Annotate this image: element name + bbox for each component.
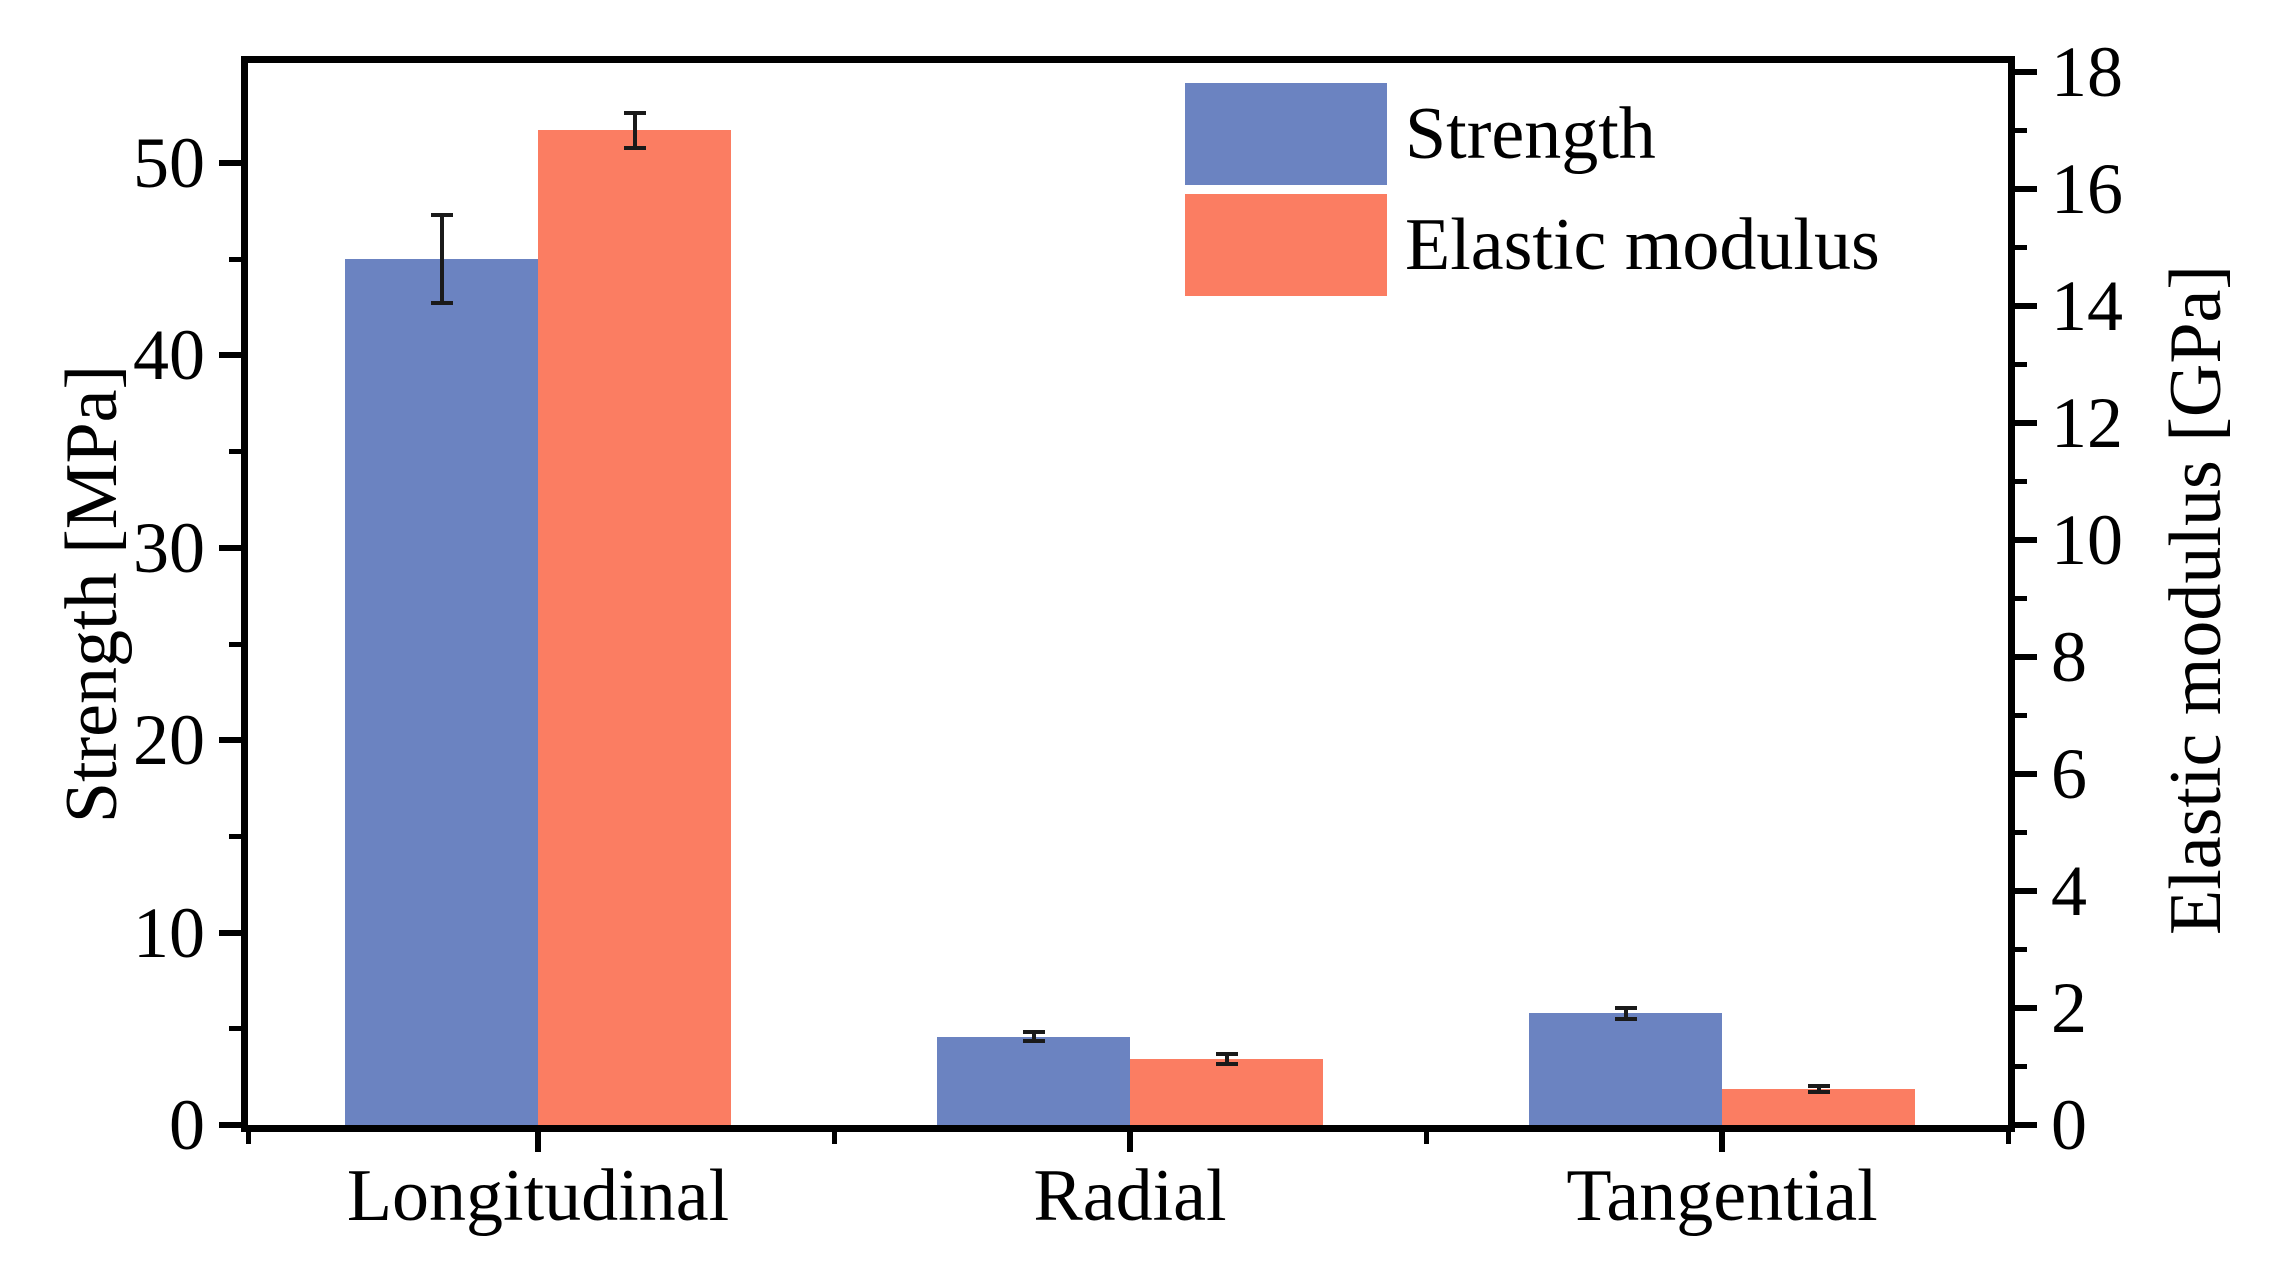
error-bar-cap [1614,1005,1637,1010]
error-bar-cap [1614,1017,1637,1022]
plot-area [241,56,2015,1132]
right-axis-minor-tick [2015,478,2027,484]
legend-label: Strength [1405,93,1656,175]
right-axis-minor-tick [2015,244,2027,250]
right-axis-major-tick [2015,536,2037,543]
x-axis-category-tick [1719,1132,1725,1152]
error-bar-cap [1215,1061,1238,1066]
right-axis-tick-label: 4 [2051,850,2087,931]
left-axis-tick-label: 50 [133,123,205,204]
x-axis-minor-tick [245,1132,251,1144]
category-label: Tangential [1566,1155,1878,1237]
error-bar-cap [1215,1052,1238,1057]
x-axis-minor-tick [831,1132,837,1144]
right-axis-minor-tick [2015,1063,2027,1069]
bar-strength-tangential [1529,1013,1722,1125]
x-axis-category-tick [535,1132,541,1152]
right-axis-tick-label: 2 [2051,967,2087,1048]
right-axis-major-tick [2015,302,2037,309]
x-axis-category-tick [1127,1132,1133,1152]
left-axis-minor-tick [229,641,241,647]
left-axis-major-tick [219,160,241,167]
left-axis-tick-label: 30 [133,507,205,588]
left-axis-major-tick [219,737,241,744]
right-axis-major-tick [2015,68,2037,75]
legend-label: Elastic modulus [1405,204,1880,286]
right-axis-minor-tick [2015,946,2027,952]
legend-swatch-elastic-modulus [1185,194,1387,296]
error-bar-cap [430,212,453,217]
error-bar-cap [430,301,453,306]
left-axis-minor-tick [229,833,241,839]
right-axis-tick-label: 16 [2051,148,2123,229]
left-axis-tick-label: 10 [133,892,205,973]
bar-strength-longitudinal [345,259,538,1125]
right-axis-minor-tick [2015,595,2027,601]
category-label: Radial [1033,1155,1227,1237]
error-bar-line [1623,1007,1628,1020]
right-axis-tick-label: 18 [2051,31,2123,112]
error-bar-cap [1807,1089,1830,1094]
right-axis-major-tick [2015,419,2037,426]
right-axis-tick-label: 0 [2051,1085,2087,1165]
right-axis-major-tick [2015,1004,2037,1011]
right-axis-title: Elastic modulus [GPa] [2155,264,2237,936]
right-axis-tick-label: 10 [2051,499,2123,580]
x-axis-minor-tick [1423,1132,1429,1144]
error-bar-cap [623,145,646,150]
error-bar-cap [1022,1029,1045,1034]
bar-elastic-modulus-radial [1130,1058,1323,1125]
x-axis-minor-tick [2005,1132,2011,1144]
left-axis-minor-tick [229,449,241,455]
category-label: Longitudinal [346,1155,730,1237]
left-axis-minor-tick [229,256,241,262]
left-axis-tick-label: 0 [169,1085,205,1165]
right-axis-minor-tick [2015,127,2027,133]
left-axis-tick-label: 20 [133,700,205,781]
error-bar-line [1031,1031,1036,1042]
bar-strength-radial [937,1036,1130,1125]
right-axis-major-tick [2015,653,2037,660]
left-axis-major-tick [219,544,241,551]
right-axis-tick-label: 12 [2051,382,2123,463]
legend-swatch-strength [1185,83,1387,185]
error-bar-cap [623,110,646,115]
right-axis-minor-tick [2015,712,2027,718]
right-axis-major-tick [2015,770,2037,777]
right-axis-major-tick [2015,1122,2037,1128]
right-axis-major-tick [2015,887,2037,894]
right-axis-major-tick [2015,185,2037,192]
right-axis-minor-tick [2015,829,2027,835]
error-bar-cap [1807,1083,1830,1088]
right-axis-tick-label: 6 [2051,733,2087,814]
right-axis-tick-label: 14 [2051,265,2123,346]
left-axis-major-tick [219,1122,241,1128]
error-bar-line [1224,1054,1229,1064]
error-bar-line [439,214,444,304]
left-axis-tick-label: 40 [133,315,205,396]
left-axis-major-tick [219,352,241,359]
bar-elastic-modulus-longitudinal [538,130,731,1125]
error-bar-cap [1022,1039,1045,1044]
bar-elastic-modulus-tangential [1722,1088,1915,1125]
right-axis-minor-tick [2015,361,2027,367]
right-axis-tick-label: 8 [2051,616,2087,697]
left-axis-major-tick [219,929,241,936]
error-bar-line [1816,1085,1821,1092]
error-bar-line [632,112,637,148]
left-axis-minor-tick [229,1026,241,1032]
